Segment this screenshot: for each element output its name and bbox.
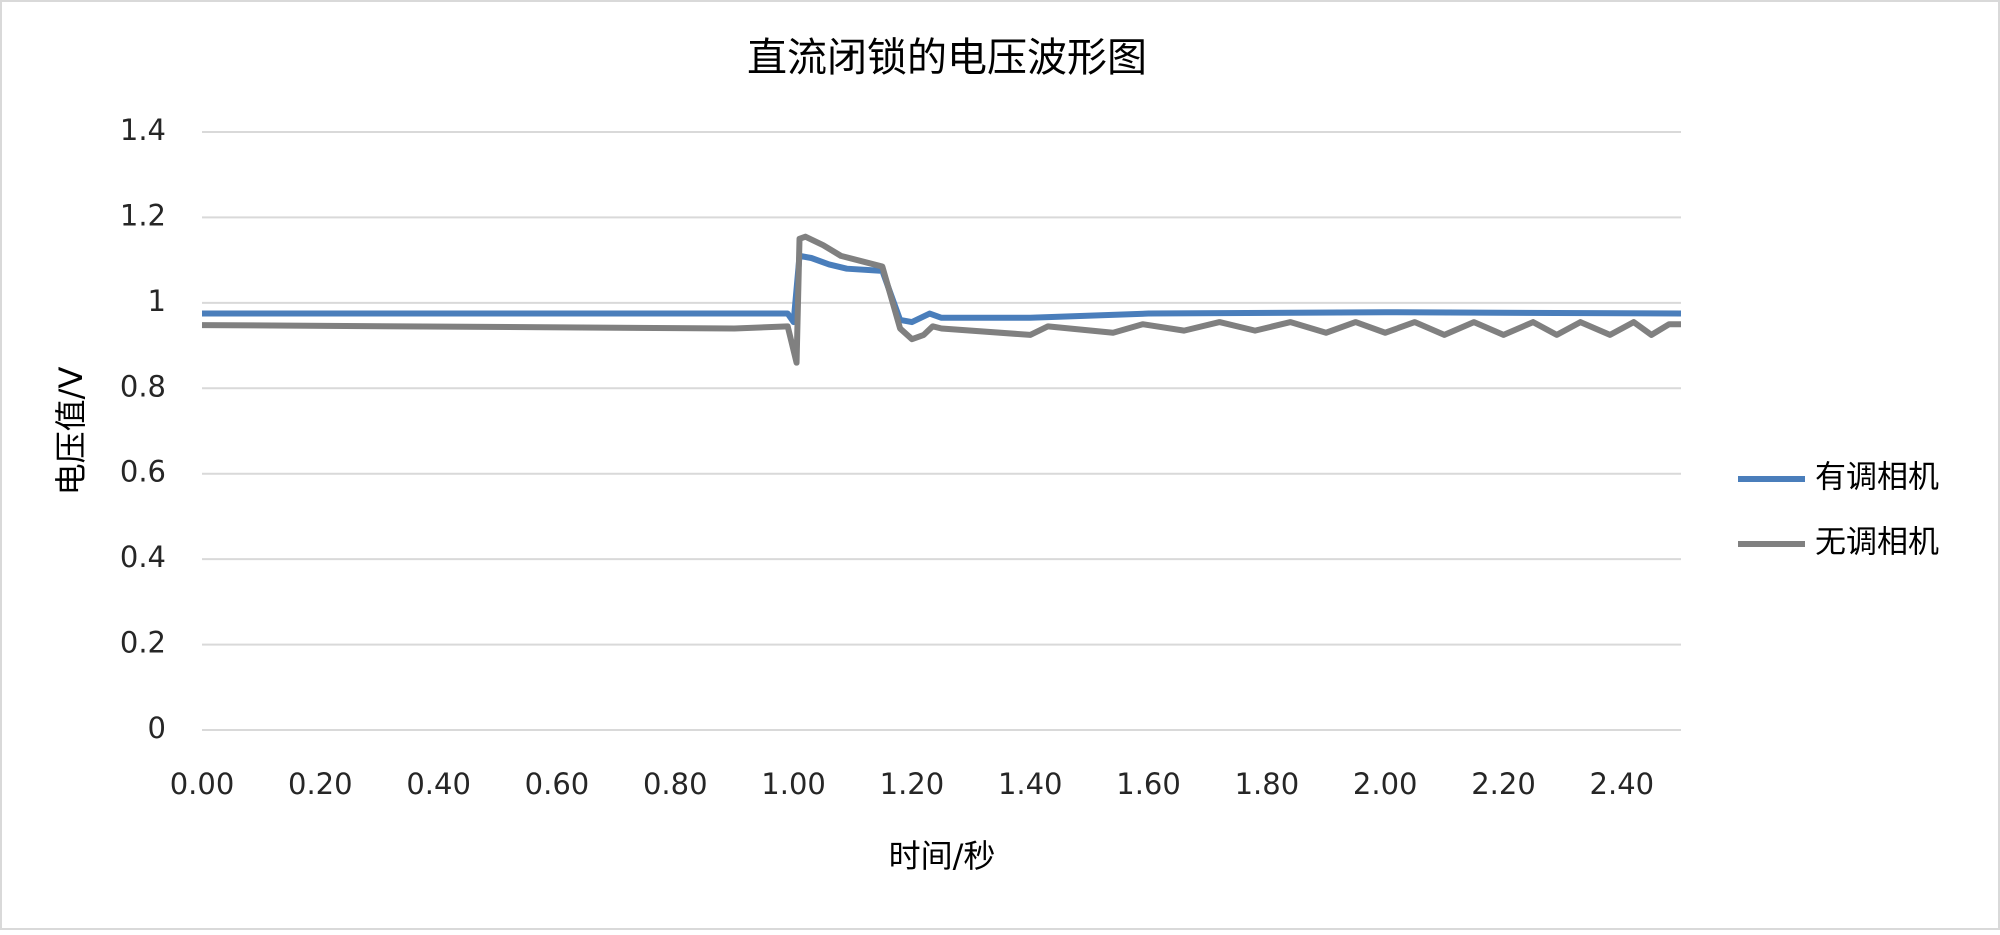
x-tick-label: 1.80 (1235, 767, 1300, 801)
x-tick-label: 1.20 (880, 767, 945, 801)
x-tick-label: 0.80 (643, 767, 708, 801)
x-axis-label: 时间/秒 (889, 837, 996, 875)
y-tick-label: 1 (148, 284, 166, 318)
x-tick-label: 1.60 (1116, 767, 1181, 801)
x-tick-label: 2.00 (1353, 767, 1418, 801)
legend-label: 无调相机 (1815, 525, 1939, 561)
x-tick-label: 1.00 (761, 767, 826, 801)
y-tick-label: 0.6 (120, 455, 166, 489)
y-tick-label: 0.4 (120, 540, 166, 574)
y-tick-label: 0 (148, 711, 166, 745)
x-tick-label: 2.20 (1471, 767, 1536, 801)
y-tick-label: 0.8 (120, 369, 166, 403)
legend-label: 有调相机 (1815, 460, 1939, 496)
x-tick-label: 1.40 (998, 767, 1063, 801)
chart-title: 直流闭锁的电压波形图 (747, 35, 1147, 81)
x-tick-label: 0.60 (525, 767, 590, 801)
y-tick-label: 1.2 (120, 198, 166, 232)
x-tick-label: 0.00 (170, 767, 235, 801)
x-tick-label: 2.40 (1590, 767, 1655, 801)
x-tick-label: 0.20 (288, 767, 353, 801)
y-axis-label: 电压值/V (52, 367, 90, 496)
y-tick-label: 1.4 (120, 113, 166, 147)
series-line (201, 233, 1681, 366)
x-tick-label: 0.40 (406, 767, 471, 801)
y-tick-label: 0.2 (120, 626, 166, 660)
